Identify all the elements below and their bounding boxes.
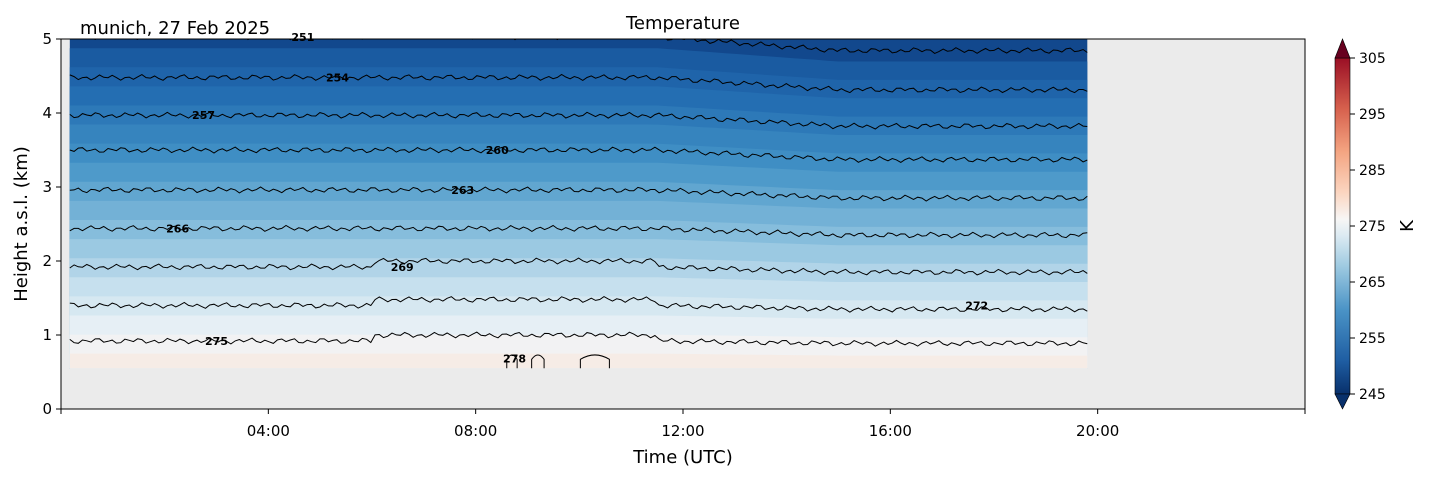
colorbar-tick-label: 295 xyxy=(1359,107,1386,123)
y-tick-label: 2 xyxy=(42,252,52,270)
colorbar-tick-label: 285 xyxy=(1359,163,1386,179)
colorbar-tick-label: 245 xyxy=(1359,387,1386,403)
contour-label-275: 275 xyxy=(205,335,228,348)
chart-title: Temperature xyxy=(625,13,740,34)
contour-line-257 xyxy=(69,111,1088,130)
y-tick-label: 3 xyxy=(42,178,52,196)
contour-line-254 xyxy=(69,73,1088,94)
colorbar-tick-label: 255 xyxy=(1359,331,1386,347)
colorbar-label: K xyxy=(1397,219,1418,232)
x-axis-ticks: 04:00 08:00 12:00 16:00 20:00 xyxy=(60,409,1306,440)
contour-label-260: 260 xyxy=(486,144,509,157)
contour-label-263: 263 xyxy=(451,184,474,197)
x-tick-label: 08:00 xyxy=(454,422,497,440)
colorbar-extend-top xyxy=(1334,38,1351,59)
contour-lines xyxy=(69,39,1088,369)
contour-line-278 xyxy=(579,354,610,369)
contour-line-260 xyxy=(69,146,1088,163)
y-tick-label: 4 xyxy=(42,104,52,122)
x-axis-label: Time (UTC) xyxy=(632,447,733,468)
y-axis-ticks: 0 1 2 3 4 5 xyxy=(42,30,61,418)
field-band xyxy=(69,353,1088,369)
x-tick-label: 20:00 xyxy=(1076,422,1119,440)
temperature-field xyxy=(69,39,1088,369)
contour-label-269: 269 xyxy=(391,261,414,274)
colorbar: 245 255 265 275 285 295 305 K xyxy=(1334,38,1418,410)
contour-line-278 xyxy=(531,354,545,369)
contour-line-275 xyxy=(69,331,1088,347)
x-tick-label: 04:00 xyxy=(247,422,290,440)
contour-line-278 xyxy=(506,354,518,369)
contour-label-266: 266 xyxy=(166,222,189,235)
contour-labels: 251 254 257 260 263 266 269 272 275 278 xyxy=(166,31,988,366)
contour-label-257: 257 xyxy=(192,109,215,122)
contour-line-269 xyxy=(69,257,1088,276)
chart-subtitle: munich, 27 Feb 2025 xyxy=(80,18,270,39)
colorbar-extend-bottom xyxy=(1334,393,1351,410)
x-tick-label: 16:00 xyxy=(869,422,912,440)
contour-line-272 xyxy=(69,296,1088,313)
contour-label-254: 254 xyxy=(326,71,349,84)
contour-line-251 xyxy=(93,39,1088,54)
contour-line-266 xyxy=(69,224,1088,239)
colorbar-tick-label: 305 xyxy=(1359,51,1386,67)
y-tick-label: 0 xyxy=(42,400,52,418)
contour-line-263 xyxy=(69,186,1088,202)
y-tick-label: 5 xyxy=(42,30,52,48)
y-tick-label: 1 xyxy=(42,326,52,344)
contour-label-278: 278 xyxy=(503,353,526,366)
colorbar-gradient xyxy=(1334,57,1351,395)
x-tick-label: 12:00 xyxy=(661,422,704,440)
colorbar-tick-label: 275 xyxy=(1359,219,1386,235)
colorbar-ticks: 245 255 265 275 285 295 305 xyxy=(1350,51,1386,403)
contour-label-272: 272 xyxy=(965,299,988,312)
contour-label-251: 251 xyxy=(291,31,314,44)
colorbar-tick-label: 265 xyxy=(1359,275,1386,291)
y-axis-label: Height a.s.l. (km) xyxy=(11,146,32,302)
